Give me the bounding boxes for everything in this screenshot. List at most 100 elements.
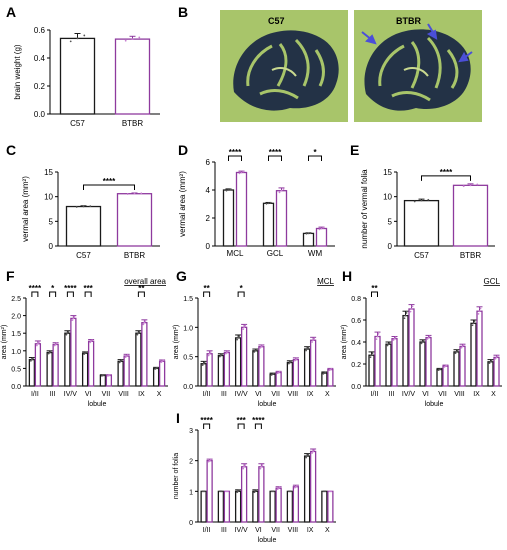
panel-letter-d: D: [178, 142, 189, 158]
significance-label: *: [51, 284, 55, 293]
significance-label: ****: [269, 148, 282, 157]
y-axis-label: area (mm²): [341, 325, 348, 360]
data-point: [137, 332, 140, 335]
data-point: [226, 490, 229, 493]
x-tick-label: IX: [307, 527, 314, 534]
bar: [206, 353, 213, 387]
data-point: [307, 346, 310, 349]
data-point: [311, 452, 314, 454]
y-tick-label: 10: [383, 193, 392, 202]
data-point: [370, 354, 373, 357]
significance-bracket: [49, 291, 57, 297]
data-point: [295, 484, 298, 487]
significance-bracket: [84, 291, 92, 297]
bar: [240, 466, 248, 523]
significance-label: **: [138, 284, 145, 293]
y-axis-label: vermal area (mm²): [21, 176, 30, 242]
data-point: [460, 346, 463, 349]
cerebellum-photo-panel: [220, 10, 482, 122]
bar: [87, 340, 95, 387]
lobule-overall-area-chart: 0.0 0.5 1.0 1.5 2.0 2.5 area (mm²) lobule overal…: [1, 277, 168, 408]
y-axis-label: number of folia: [173, 453, 180, 499]
data-point: [144, 320, 147, 322]
bar: [436, 368, 443, 387]
data-point: [421, 341, 424, 343]
x-tick-label: X: [157, 391, 162, 398]
x-tick-label: VIII: [118, 391, 129, 398]
data-point: [494, 357, 497, 360]
data-point: [462, 344, 465, 346]
data-point: [427, 336, 430, 339]
data-point: [65, 333, 68, 336]
significance-bracket: [371, 291, 378, 297]
data-point: [282, 188, 285, 190]
data-point: [229, 188, 232, 191]
x-tick-label: BTBR: [124, 251, 146, 260]
y-tick-label: 1.0: [183, 325, 193, 332]
data-point: [243, 326, 246, 329]
x-tick-label: I/II: [203, 391, 211, 398]
bar: [81, 352, 89, 387]
panel-letter-e: E: [350, 142, 360, 158]
significance-label: *: [240, 284, 244, 293]
data-point: [306, 348, 309, 350]
data-point: [138, 330, 141, 333]
data-point: [35, 344, 38, 347]
x-tick-label: VI: [255, 527, 262, 534]
bar: [327, 490, 334, 523]
significance-bracket: [83, 184, 135, 190]
significance-bracket: [237, 291, 245, 297]
significance-label: ****: [200, 416, 213, 425]
bar: [452, 184, 489, 247]
data-point: [126, 193, 129, 196]
data-point: [120, 359, 123, 362]
bar: [158, 360, 166, 387]
x-axis-label: lobule: [88, 401, 107, 408]
data-point: [37, 341, 40, 343]
data-point: [388, 341, 391, 344]
data-point: [69, 40, 72, 43]
x-tick-label: IX: [307, 391, 314, 398]
lobule-mcl-area-chart: 0.0 0.5 1.0 1.5 area (mm²) lobule MCL I/II III IV…: [173, 277, 336, 408]
y-axis-label: area (mm²): [1, 325, 8, 360]
panel-letter-a: A: [6, 4, 17, 20]
data-point: [203, 490, 206, 493]
x-tick-label: VII: [438, 391, 447, 398]
bar: [52, 343, 59, 387]
bar: [28, 358, 36, 387]
x-tick-label: C57: [76, 251, 91, 260]
bar: [123, 355, 130, 387]
data-point: [269, 201, 272, 204]
bar: [292, 358, 300, 387]
y-tick-label: 0.2: [34, 82, 46, 91]
y-tick-label: 0: [189, 520, 193, 527]
data-point: [410, 308, 413, 310]
data-point: [479, 307, 482, 310]
x-tick-label: X: [325, 527, 330, 534]
data-point: [242, 467, 245, 470]
bar: [286, 490, 294, 523]
data-point: [472, 322, 475, 325]
data-point: [240, 171, 243, 174]
bar: [453, 351, 460, 387]
data-point: [490, 359, 493, 362]
chart-title: MCL: [317, 277, 334, 286]
x-tick-label: VIII: [288, 391, 299, 398]
bar: [321, 372, 328, 387]
significance-bracket: [268, 155, 282, 161]
significance-label: ***: [236, 416, 246, 425]
data-point: [394, 336, 397, 339]
bar: [223, 351, 231, 387]
data-point: [305, 456, 308, 459]
bar: [374, 335, 381, 387]
bar: [141, 321, 148, 387]
data-point: [305, 232, 308, 235]
y-tick-label: 0.5: [11, 366, 21, 373]
bar: [252, 350, 259, 387]
data-point: [226, 350, 229, 353]
data-point: [320, 227, 323, 230]
bar: [403, 199, 440, 247]
data-point: [295, 357, 298, 360]
lobule-folia-chart: 0 1 2 3 number of folia lobule I/II III IV/V VI VI…: [173, 416, 336, 544]
